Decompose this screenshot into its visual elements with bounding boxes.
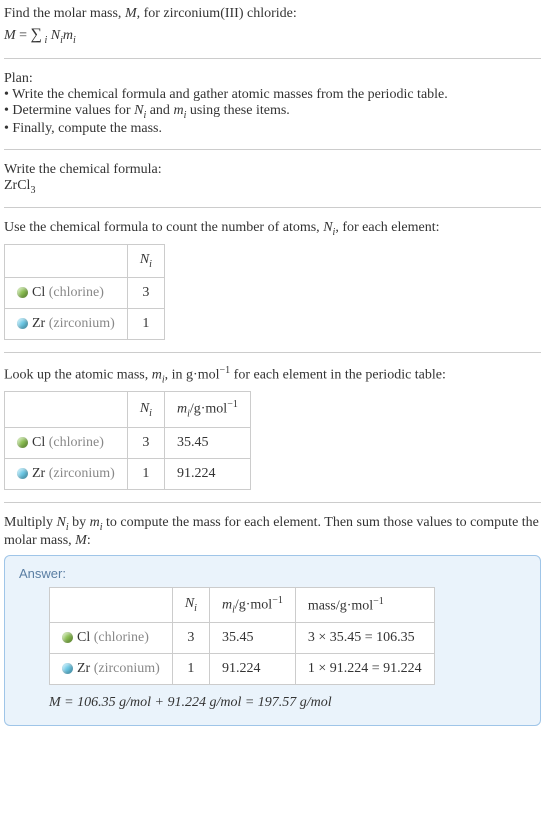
n-value: 3 [127,427,164,458]
write-formula-title: Write the chemical formula: [4,162,541,178]
m-value: 91.224 [164,458,250,489]
lookup-mass-text: Look up the atomic mass, mi, in g·mol−1 … [4,365,541,385]
element-cell: Cl (chlorine) [5,277,128,308]
plan-section: Plan: Write the chemical formula and gat… [4,71,541,137]
element-name: (zirconium) [49,316,115,331]
element-name: (zirconium) [94,661,160,676]
n-value: 3 [172,623,209,654]
element-symbol: Zr [77,661,90,676]
element-name: (chlorine) [94,630,149,645]
molar-mass-formula: M = ∑ i Nimi [4,26,541,46]
divider [4,352,541,353]
lookup-mass-section: Look up the atomic mass, mi, in g·mol−1 … [4,365,541,490]
multiply-text: Multiply Ni by mi to compute the mass fo… [4,515,541,549]
element-dot-icon [17,318,28,329]
mass-calc: 3 × 35.45 = 106.35 [295,623,434,654]
table-header-mi: mi/g·mol−1 [209,587,295,622]
divider [4,149,541,150]
element-name: (zirconium) [49,466,115,481]
n-value: 1 [127,308,164,339]
final-result: M = 106.35 g/mol + 91.224 g/mol = 197.57… [49,695,526,711]
answer-table: Ni mi/g·mol−1 mass/g·mol−1 Cl (chlorine)… [49,587,435,685]
intro-section: Find the molar mass, M, for zirconium(II… [4,6,541,46]
plan-item: Write the chemical formula and gather at… [4,87,541,103]
intro-text: Find the molar mass, M, for zirconium(II… [4,6,541,22]
atom-count-table: Ni Cl (chlorine) 3 Zr (zirconium) 1 [4,244,165,340]
count-atoms-section: Use the chemical formula to count the nu… [4,220,541,340]
divider [4,207,541,208]
element-dot-icon [62,632,73,643]
element-cell: Cl (chlorine) [5,427,128,458]
m-value: 91.224 [209,654,295,685]
element-symbol: Cl [32,285,45,300]
element-name: (chlorine) [49,435,104,450]
n-value: 1 [172,654,209,685]
table-header-blank [5,392,128,427]
element-dot-icon [17,287,28,298]
table-row: Zr (zirconium) 1 91.224 1 × 91.224 = 91.… [50,654,435,685]
element-dot-icon [17,437,28,448]
table-header-blank [5,245,128,278]
element-cell: Zr (zirconium) [5,458,128,489]
multiply-section: Multiply Ni by mi to compute the mass fo… [4,515,541,726]
element-dot-icon [17,468,28,479]
element-symbol: Cl [77,630,90,645]
element-cell: Zr (zirconium) [50,654,173,685]
element-cell: Cl (chlorine) [50,623,173,654]
table-header-mi: mi/g·mol−1 [164,392,250,427]
answer-box: Answer: Ni mi/g·mol−1 mass/g·mol−1 Cl (c… [4,555,541,726]
plan-list: Write the chemical formula and gather at… [4,87,541,137]
table-header-mass: mass/g·mol−1 [295,587,434,622]
mass-calc: 1 × 91.224 = 91.224 [295,654,434,685]
table-row: Cl (chlorine) 3 35.45 [5,427,251,458]
plan-item: Finally, compute the mass. [4,121,541,137]
plan-title: Plan: [4,71,541,87]
table-header-ni: Ni [127,245,164,278]
table-row: Cl (chlorine) 3 35.45 3 × 35.45 = 106.35 [50,623,435,654]
chemical-formula-section: Write the chemical formula: ZrCl3 [4,162,541,196]
answer-label: Answer: [19,566,526,581]
m-value: 35.45 [164,427,250,458]
table-header-blank [50,587,173,622]
n-value: 3 [127,277,164,308]
m-value: 35.45 [209,623,295,654]
plan-item: Determine values for Ni and mi using the… [4,103,541,121]
element-symbol: Cl [32,435,45,450]
divider [4,58,541,59]
table-header-ni: Ni [127,392,164,427]
table-row: Cl (chlorine) 3 [5,277,165,308]
element-cell: Zr (zirconium) [5,308,128,339]
table-row: Zr (zirconium) 1 [5,308,165,339]
element-name: (chlorine) [49,285,104,300]
chemical-formula: ZrCl3 [4,178,541,196]
n-value: 1 [127,458,164,489]
table-row: Zr (zirconium) 1 91.224 [5,458,251,489]
count-atoms-text: Use the chemical formula to count the nu… [4,220,541,238]
atomic-mass-table: Ni mi/g·mol−1 Cl (chlorine) 3 35.45 Zr (… [4,391,251,489]
table-header-ni: Ni [172,587,209,622]
element-symbol: Zr [32,466,45,481]
element-dot-icon [62,663,73,674]
element-symbol: Zr [32,316,45,331]
divider [4,502,541,503]
